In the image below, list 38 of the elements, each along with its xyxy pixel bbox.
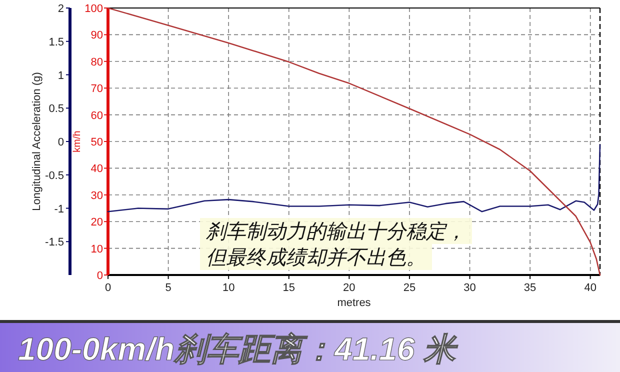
y-tick-label: 1.5 [48,36,64,48]
y2-tick-label: 0 [96,270,103,282]
y2-tick-label: 40 [90,163,103,176]
line-series [107,144,601,212]
y-tick-label: -0.5 [45,170,64,182]
y2-tick-label: 80 [90,56,103,68]
y2-tick-label: 100 [84,3,103,15]
line-series [107,7,601,276]
y2-tick-label: 90 [90,30,103,42]
y-tick-label: -1 [54,203,64,216]
y2-tick-label: 30 [90,190,103,202]
annotation: 但最终成绩却并不出色。 [200,244,432,270]
x-tick-label: 40 [584,282,596,294]
y-tick-label: 2 [58,3,64,15]
x-tick-label: 15 [282,282,296,294]
x-tick-label: 25 [403,282,416,294]
x-tick-label: 5 [165,282,172,294]
y-axis-title: Longitudinal Acceleration (g) [31,72,43,211]
annotation: 刹车制动力的输出十分稳定， [200,218,472,244]
y2-tick-label: 20 [90,216,103,229]
x-tick-label: 0 [104,282,112,294]
y-tick-label: 0.5 [48,103,64,116]
x-tick-label: 30 [464,282,476,294]
y-tick-label: -1.5 [45,236,64,249]
y-tick-label: 1 [58,70,64,82]
y2-axis-title: km/h [72,130,83,152]
x-axis-title: metres [337,297,372,309]
x-tick-label: 20 [343,282,356,294]
annotation: 刹车制动力的输出十分稳定， [205,221,466,243]
text: 100-0km/h刹车距离：41.16 米 [18,331,458,367]
annotation: 但最终成绩却并不出色。 [206,247,426,269]
y2-tick-label: 70 [90,83,103,96]
y2-tick-label: 50 [90,136,103,148]
x-tick-label: 35 [524,282,536,294]
y-tick-label: 0 [58,136,64,148]
y2-tick-label: 10 [90,243,103,256]
y2-tick-label: 60 [90,110,103,122]
x-tick-label: 10 [222,282,235,294]
